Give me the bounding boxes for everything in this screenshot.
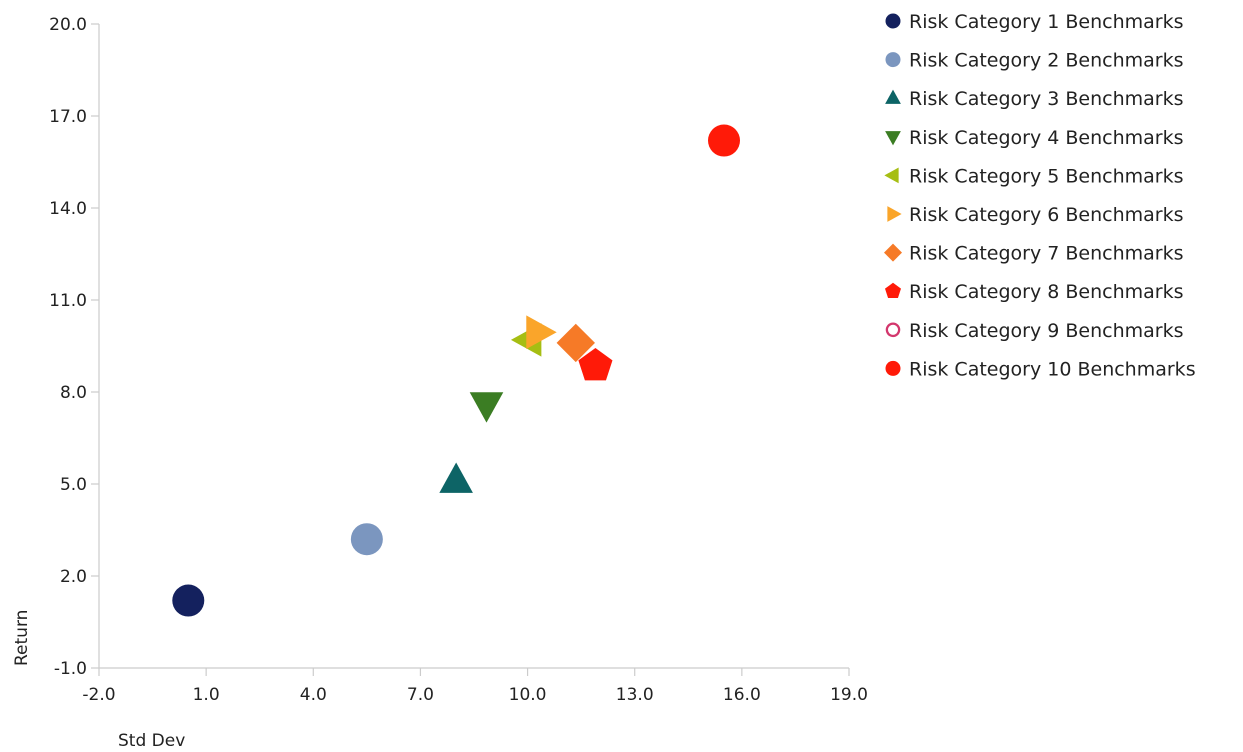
legend-label-1: Risk Category 1 Benchmarks <box>909 11 1184 33</box>
x-tick-label: 7.0 <box>407 685 434 705</box>
axes: -1.0 2.0 5.0 8.0 11.0 14.0 17.0 20.0 -2.0 1.0 4.0… <box>12 15 868 751</box>
data-point-1 <box>172 584 205 617</box>
legend-label-5: Risk Category 5 Benchmarks <box>909 165 1184 187</box>
legend-marker-1 <box>885 13 901 29</box>
x-tick-label: 19.0 <box>830 685 868 705</box>
x-axis-ticks: -2.0 1.0 4.0 7.0 10.0 13.0 16.0 19.0 <box>82 668 868 705</box>
legend-label-6: Risk Category 6 Benchmarks <box>909 204 1184 226</box>
y-tick-label: 8.0 <box>60 383 87 403</box>
legend-label-2: Risk Category 2 Benchmarks <box>909 50 1184 72</box>
y-tick-label: 20.0 <box>49 15 87 35</box>
legend-marker-3 <box>885 89 901 104</box>
legend-marker-4 <box>885 131 901 146</box>
legend-label-9: Risk Category 9 Benchmarks <box>909 320 1184 342</box>
y-axis-title: Return <box>12 610 32 666</box>
x-tick-label: 10.0 <box>509 685 547 705</box>
data-point-7 <box>556 323 595 363</box>
legend-marker-7 <box>884 243 902 262</box>
legend-label-3: Risk Category 3 Benchmarks <box>909 88 1184 110</box>
y-tick-label: 5.0 <box>60 475 87 495</box>
x-tick-label: 4.0 <box>300 685 327 705</box>
legend-marker-9 <box>885 322 901 338</box>
y-tick-label: -1.0 <box>54 659 87 679</box>
legend-label-4: Risk Category 4 Benchmarks <box>909 127 1184 149</box>
legend-marker-6 <box>887 206 902 222</box>
x-tick-label: 16.0 <box>723 685 761 705</box>
data-point-8 <box>578 348 613 381</box>
data-point-3 <box>439 462 473 493</box>
data-point-10 <box>708 124 740 157</box>
legend: Risk Category 1 Benchmarks Risk Category … <box>884 11 1196 380</box>
data-point-6 <box>526 315 557 349</box>
y-tick-label: 14.0 <box>49 199 87 219</box>
data-points <box>172 124 740 617</box>
y-axis-ticks: -1.0 2.0 5.0 8.0 11.0 14.0 17.0 20.0 <box>49 15 99 679</box>
x-axis-title: Std Dev <box>118 731 185 751</box>
legend-label-8: Risk Category 8 Benchmarks <box>909 281 1184 303</box>
y-tick-label: 2.0 <box>60 567 87 587</box>
x-tick-label: 13.0 <box>616 685 654 705</box>
legend-marker-10 <box>885 360 901 376</box>
y-tick-label: 11.0 <box>49 291 87 311</box>
data-point-4 <box>469 392 504 423</box>
legend-label-10: Risk Category 10 Benchmarks <box>909 358 1196 380</box>
legend-label-7: Risk Category 7 Benchmarks <box>909 243 1184 265</box>
y-tick-label: 17.0 <box>49 107 87 127</box>
legend-marker-8 <box>885 282 901 298</box>
data-point-2 <box>350 523 383 556</box>
legend-marker-2 <box>885 52 901 68</box>
x-tick-label: -2.0 <box>82 685 115 705</box>
legend-marker-5 <box>884 167 899 184</box>
x-tick-label: 1.0 <box>193 685 220 705</box>
